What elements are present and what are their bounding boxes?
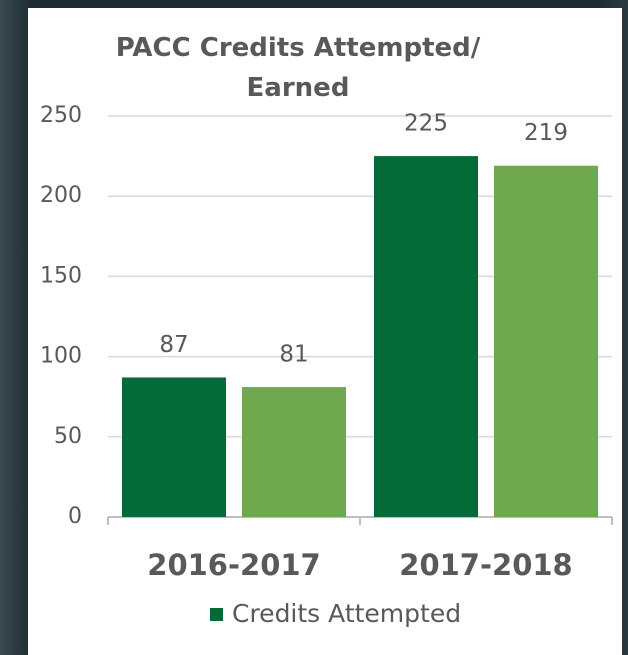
y-tick-label: 0 [68, 504, 82, 529]
bar [374, 156, 478, 517]
data-label: 219 [524, 120, 568, 146]
y-tick-label: 200 [40, 183, 82, 208]
y-tick-label: 150 [40, 263, 82, 288]
y-tick-label: 50 [54, 424, 82, 449]
screen: PACC Credits Attempted/ Earned 050100150… [0, 0, 628, 655]
data-label: 81 [279, 342, 308, 368]
y-tick-label: 100 [40, 344, 82, 369]
bar [122, 377, 226, 517]
data-label: 87 [159, 332, 188, 358]
data-label: 225 [404, 111, 448, 137]
legend-swatch [210, 608, 223, 621]
x-tick-label: 2017-2018 [399, 548, 572, 582]
bar [242, 387, 346, 517]
legend-label: Credits Attempted [232, 599, 461, 628]
bar [494, 166, 598, 517]
x-tick-label: 2016-2017 [147, 548, 320, 582]
chart: 0 50 100 150 200 250 2016-2017 87 81 2017-2018 225… [0, 0, 628, 655]
y-tick-label: 250 [40, 103, 82, 128]
